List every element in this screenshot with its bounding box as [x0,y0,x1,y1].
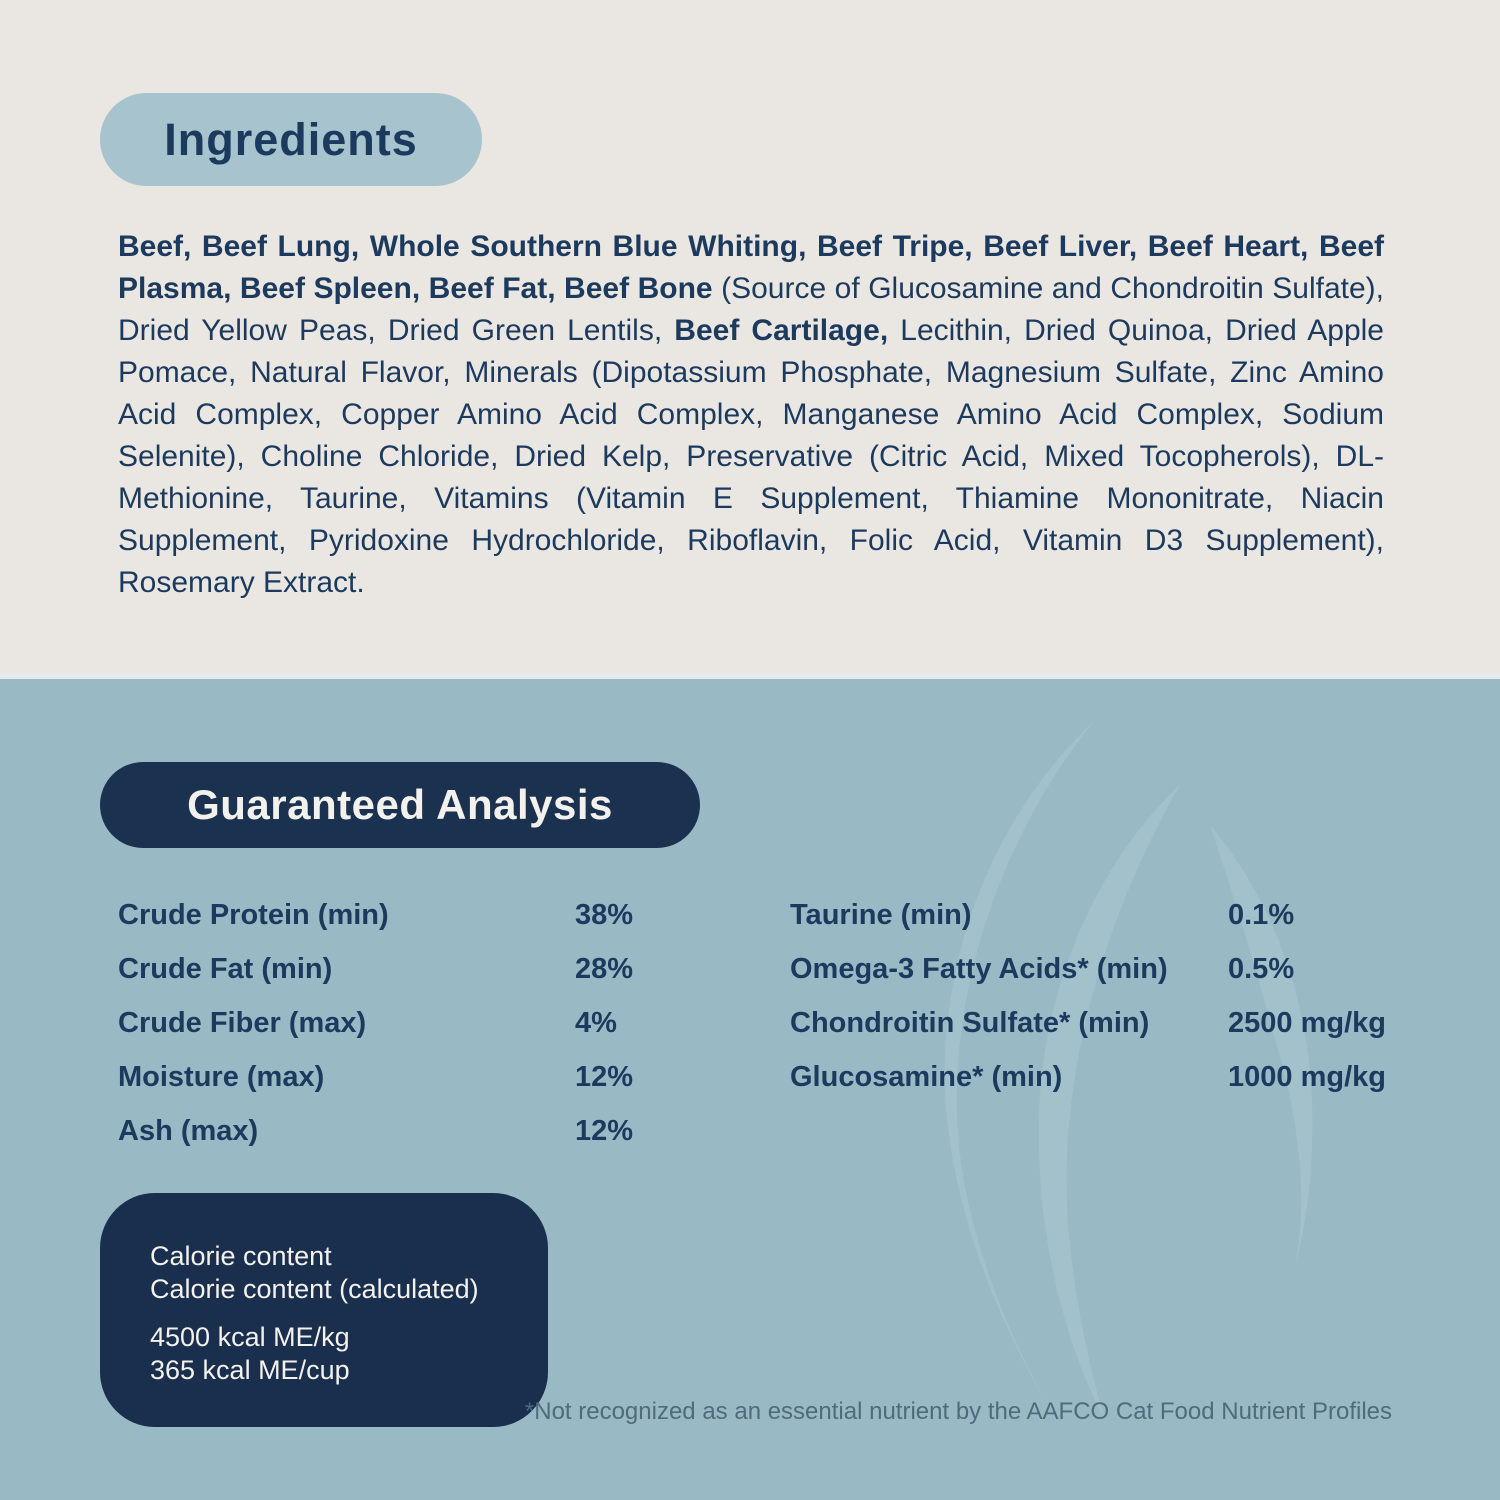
analysis-row: Crude Fiber (max) 4% [118,996,678,1050]
calorie-content-calculated-label: Calorie content (calculated) [150,1274,479,1304]
calorie-content-labels: Calorie content Calorie content (calcula… [150,1240,518,1306]
analysis-label: Moisture (max) [118,1060,325,1093]
analysis-value: 12% [575,1114,634,1147]
ingredient-bold-text: Beef, Beef Lung, Whole Southern Blue Whi… [118,230,1384,305]
calorie-content-box: Calorie content Calorie content (calcula… [100,1193,548,1427]
analysis-value: 0.5% [1228,952,1295,985]
analysis-label: Taurine (min) [790,898,972,931]
analysis-table-left-column: Crude Protein (min) 38% Crude Fat (min) 28%… [118,888,678,1158]
analysis-value: 0.1% [1228,898,1295,931]
analysis-row: Ash (max) 12% [118,1104,678,1158]
calorie-content-label: Calorie content [150,1241,332,1271]
calorie-kcal-per-cup: 365 kcal ME/cup [150,1355,350,1385]
ingredient-text: Lecithin, Dried Quinoa, Dried Apple Poma… [118,314,1384,599]
calorie-content-values: 4500 kcal ME/kg 365 kcal ME/cup [150,1321,518,1387]
analysis-value: 28% [575,952,634,985]
analysis-label: Crude Fat (min) [118,952,333,985]
analysis-value: 4% [575,1006,617,1039]
analysis-label: Chondroitin Sulfate* (min) [790,1006,1150,1039]
analysis-row: Crude Protein (min) 38% [118,888,678,942]
guaranteed-analysis-section: Guaranteed Analysis Crude Protein (min) 3… [0,679,1500,1500]
analysis-label: Ash (max) [118,1114,259,1147]
analysis-label: Glucosamine* (min) [790,1060,1063,1093]
ingredients-title-pill: Ingredients [100,93,482,186]
calorie-kcal-per-kg: 4500 kcal ME/kg [150,1322,350,1352]
aroma-waves-icon [944,720,1313,1420]
analysis-row: Moisture (max) 12% [118,1050,678,1104]
analysis-value: 2500 mg/kg [1228,1006,1386,1039]
ingredients-paragraph: Beef, Beef Lung, Whole Southern Blue Whi… [118,226,1384,604]
analysis-row: Crude Fat (min) 28% [118,942,678,996]
section-divider [0,674,1500,679]
analysis-label: Crude Fiber (max) [118,1006,367,1039]
ingredients-title: Ingredients [164,113,418,165]
ingredients-section: Ingredients Beef, Beef Lung, Whole South… [0,0,1500,674]
analysis-row: Omega-3 Fatty Acids* (min) 0.5% [790,942,1410,996]
guaranteed-analysis-title: Guaranteed Analysis [187,781,613,828]
analysis-row: Chondroitin Sulfate* (min) 2500 mg/kg [790,996,1410,1050]
ingredient-bold-text: Beef Cartilage, [674,314,889,347]
analysis-label: Omega-3 Fatty Acids* (min) [790,952,1168,985]
analysis-row: Taurine (min) 0.1% [790,888,1410,942]
analysis-row: Glucosamine* (min) 1000 mg/kg [790,1050,1410,1104]
analysis-label: Crude Protein (min) [118,898,389,931]
analysis-table-right-column: Taurine (min) 0.1% Omega-3 Fatty Acids* (m… [790,888,1410,1104]
analysis-value: 38% [575,898,634,931]
ingredient-text: (Source of Glucosamine and Chondroitin S… [118,272,1385,347]
analysis-value: 1000 mg/kg [1228,1060,1386,1093]
guaranteed-analysis-title-pill: Guaranteed Analysis [100,762,700,848]
aafco-footnote: *Not recognized as an essential nutrient… [524,1398,1392,1425]
analysis-value: 12% [575,1060,634,1093]
